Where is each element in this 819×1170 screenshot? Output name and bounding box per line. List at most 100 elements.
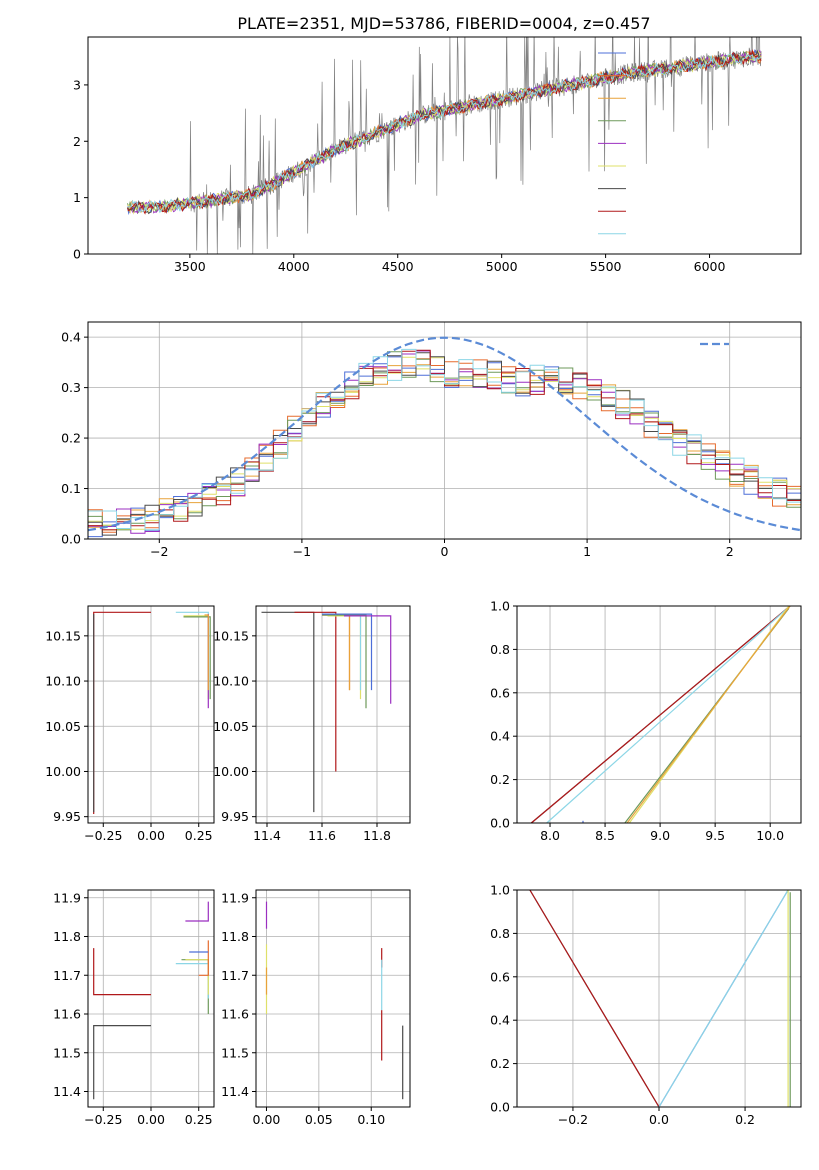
age-vs-Z-xtick-label-0: −0.25 (84, 828, 122, 843)
age-vs-Z-ytick-label-4: 10.15 (45, 628, 81, 643)
massweight-vs-age-ytick-label-5: 1.0 (490, 599, 510, 614)
age-vs-mass-panel: 11.4 11.6 11.8 9.95 10.00 10.05 10.10 10.15 (213, 605, 411, 843)
mass-vs-EBV-ytick-label-2: 11.6 (221, 1007, 249, 1022)
spectrum-data-line (127, 37, 762, 254)
massweight-vs-Z-ytick-label-5: 1.0 (490, 883, 510, 898)
age-vs-mass-ytick-label-0: 9.95 (221, 809, 249, 824)
residuals-ytick-label-0: 0.0 (61, 532, 81, 547)
age-vs-Z-panel: −0.25 0.00 0.25 9.95 10.00 10.05 10.10 10.15 (45, 605, 215, 843)
mass-vs-EBV-frame (255, 889, 411, 1108)
mass-vs-Z-panel: −0.25 0.00 0.25 11.4 11.5 11.6 11.7 11.8 11.9 (53, 889, 215, 1127)
massweight-vs-age-xtick-label-0: 8.0 (540, 828, 560, 843)
massweight-vs-age-panel: 8.0 8.5 9.0 9.5 10.0 0.0 0.2 0.4 0.6 0.8 1.0 (490, 599, 802, 843)
age-vs-mass-ytick-label-1: 10.00 (213, 764, 249, 779)
mass-vs-EBV-xtick-label-0: 0.00 (253, 1112, 281, 1127)
residuals-ytick-label-1: 0.1 (61, 481, 81, 496)
spectrum-xtick-label-4: 5500 (590, 259, 622, 274)
massweight-vs-age-frame (516, 605, 802, 824)
massweight-vs-age-ytick-label-4: 0.8 (490, 642, 510, 657)
residuals-gaussian-line (88, 336, 801, 532)
mass-vs-Z-xtick-label-2: 0.25 (185, 1112, 213, 1127)
massweight-vs-Z-panel: −0.2 0.0 0.2 0.0 0.2 0.4 0.6 0.8 1.0 (490, 883, 802, 1127)
mass-vs-EBV-ytick-label-3: 11.7 (221, 968, 249, 983)
mass-vs-Z-segment-2 (185, 901, 209, 922)
massweight-vs-age-xtick-label-3: 9.5 (705, 828, 725, 843)
mass-vs-EBV-ytick-label-4: 11.8 (221, 929, 249, 944)
spectrum-xtick-label-1: 4000 (278, 259, 310, 274)
mass-vs-Z-xtick-label-1: 0.00 (137, 1112, 165, 1127)
age-vs-Z-segment-6 (204, 614, 209, 691)
residuals-xtick-label-2: 0 (441, 544, 449, 559)
mass-vs-Z-ytick-label-3: 11.7 (53, 968, 81, 983)
massweight-vs-Z-ytick-label-0: 0.0 (490, 1100, 510, 1115)
age-vs-mass-ytick-label-3: 10.10 (213, 674, 249, 689)
age-vs-Z-ytick-label-2: 10.05 (45, 719, 81, 734)
age-vs-mass-segment-1 (294, 611, 337, 772)
mass-vs-EBV-ytick-label-5: 11.9 (221, 890, 249, 905)
massweight-vs-age-ytick-label-1: 0.2 (490, 772, 510, 787)
age-vs-Z-ytick-label-3: 10.10 (45, 674, 81, 689)
mass-vs-Z-ytick-label-5: 11.9 (53, 890, 81, 905)
age-vs-mass-segment-6 (322, 614, 367, 709)
age-vs-mass-segment-8 (344, 615, 392, 704)
mass-vs-Z-ytick-label-0: 11.4 (53, 1084, 81, 1099)
mass-vs-EBV-ytick-label-1: 11.5 (221, 1045, 249, 1060)
residuals-ytick-label-2: 0.2 (61, 431, 81, 446)
massweight-vs-age-xtick-label-2: 9.0 (650, 828, 670, 843)
massweight-vs-Z-segment-3 (658, 889, 789, 1108)
spectrum-panel: 3500 4000 4500 5000 5500 6000 0 1 2 3 (73, 36, 802, 274)
residuals-xtick-label-3: 1 (583, 544, 591, 559)
spectrum-xtick-label-2: 4500 (382, 259, 414, 274)
age-vs-Z-xtick-label-2: 0.25 (185, 828, 213, 843)
massweight-vs-age-xtick-label-4: 10.0 (756, 828, 784, 843)
massweight-vs-Z-segment-1 (529, 889, 660, 1108)
mass-vs-EBV-xtick-label-1: 0.05 (305, 1112, 333, 1127)
spectrum-frame (87, 36, 802, 255)
massweight-vs-age-segment-1 (530, 605, 791, 824)
massweight-vs-age-ytick-label-3: 0.6 (490, 685, 510, 700)
residuals-histogram-6 (88, 352, 801, 536)
spectrum-xtick-label-3: 5000 (486, 259, 518, 274)
residuals-panel: −2 −1 0 1 2 0.0 0.1 0.2 0.3 0.4 (61, 321, 802, 559)
residuals-xtick-label-1: −1 (293, 544, 311, 559)
spectrum-ytick-label-2: 2 (73, 134, 81, 149)
mass-vs-EBV-panel: 0.00 0.05 0.10 11.4 11.5 11.6 11.7 11.8 11.9 (221, 889, 411, 1127)
massweight-vs-Z-ytick-label-3: 0.6 (490, 969, 510, 984)
age-vs-Z-segment-4 (183, 616, 211, 700)
mass-vs-Z-segment-0 (93, 948, 151, 996)
massweight-vs-age-segment-6 (626, 605, 791, 824)
spectrum-xtick-label-0: 3500 (174, 259, 206, 274)
mass-vs-Z-ytick-label-2: 11.6 (53, 1007, 81, 1022)
age-vs-mass-xtick-label-2: 11.8 (363, 828, 391, 843)
massweight-vs-Z-ytick-label-4: 0.8 (490, 926, 510, 941)
mass-vs-EBV-ytick-label-0: 11.4 (221, 1084, 249, 1099)
mass-vs-Z-ytick-label-4: 11.8 (53, 929, 81, 944)
massweight-vs-Z-xtick-label-0: −0.2 (558, 1112, 588, 1127)
age-vs-Z-ytick-label-1: 10.00 (45, 764, 81, 779)
massweight-vs-Z-xtick-label-1: 0.0 (649, 1112, 669, 1127)
panels: 3500 4000 4500 5000 5500 6000 0 1 2 3 −2 −1 0 1 2 0.0 0.… (45, 36, 802, 1127)
age-vs-mass-xtick-label-1: 11.6 (308, 828, 336, 843)
mass-vs-Z-xtick-label-0: −0.25 (84, 1112, 122, 1127)
spectrum-series-line-7 (127, 48, 762, 215)
residuals-histogram-8 (88, 348, 801, 531)
spectrum-ytick-label-3: 3 (73, 77, 81, 92)
residuals-xtick-label-0: −2 (150, 544, 168, 559)
massweight-vs-Z-ytick-label-1: 0.2 (490, 1056, 510, 1071)
spectrum-ytick-label-1: 1 (73, 190, 81, 205)
figure-title: PLATE=2351, MJD=53786, FIBERID=0004, z=0… (237, 14, 650, 33)
massweight-vs-Z-xtick-label-2: 0.2 (735, 1112, 755, 1127)
age-vs-mass-segment-7 (322, 613, 373, 691)
residuals-ytick-label-3: 0.3 (61, 380, 81, 395)
spectrum-series-line-8 (127, 53, 762, 214)
residuals-xtick-label-4: 2 (726, 544, 734, 559)
age-vs-Z-ytick-label-0: 9.95 (53, 809, 81, 824)
massweight-vs-age-ytick-label-0: 0.0 (490, 816, 510, 831)
mass-vs-Z-ytick-label-1: 11.5 (53, 1045, 81, 1060)
massweight-vs-Z-ytick-label-2: 0.4 (490, 1013, 510, 1028)
age-vs-Z-xtick-label-1: 0.00 (137, 828, 165, 843)
mass-vs-Z-segment-1 (93, 1025, 151, 1100)
massweight-vs-age-segment-2 (546, 605, 791, 824)
mass-vs-EBV-xtick-label-2: 0.10 (357, 1112, 385, 1127)
